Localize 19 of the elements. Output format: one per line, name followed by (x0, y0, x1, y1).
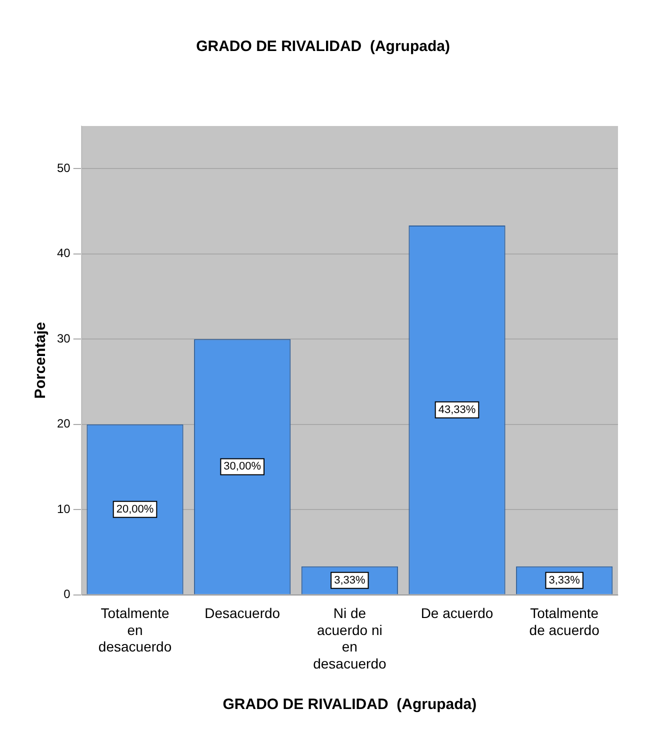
y-tick-label: 10 (56, 502, 71, 516)
y-tick-label: 0 (64, 587, 71, 602)
y-tick-label: 40 (56, 246, 71, 260)
chart-title: GRADO DE RIVALIDAD (Agrupada) (196, 38, 450, 56)
x-tick-label: Desacuerdo (204, 605, 280, 622)
y-tick-label: 50 (56, 160, 71, 175)
x-axis-title: GRADO DE RIVALIDAD (Agrupada) (222, 696, 477, 714)
data-label: 30,00% (224, 460, 262, 473)
data-label: 3,33% (334, 574, 366, 586)
x-tick-label: Ni de acuerdo ni en desacuerdo (313, 605, 386, 672)
y-tick-label: 20 (56, 416, 71, 431)
y-axis-title: Porcentaje (32, 322, 50, 399)
x-tick-label: Totalmente de acuerdo (529, 605, 600, 638)
data-label: 43,33% (438, 404, 476, 416)
data-label: 20,00% (116, 503, 154, 516)
x-tick-label: Totalmente en desacuerdo (98, 605, 172, 655)
y-tick-label: 30 (56, 331, 71, 346)
data-label: 3,33% (548, 574, 580, 586)
x-tick-label: De acuerdo (420, 605, 494, 622)
